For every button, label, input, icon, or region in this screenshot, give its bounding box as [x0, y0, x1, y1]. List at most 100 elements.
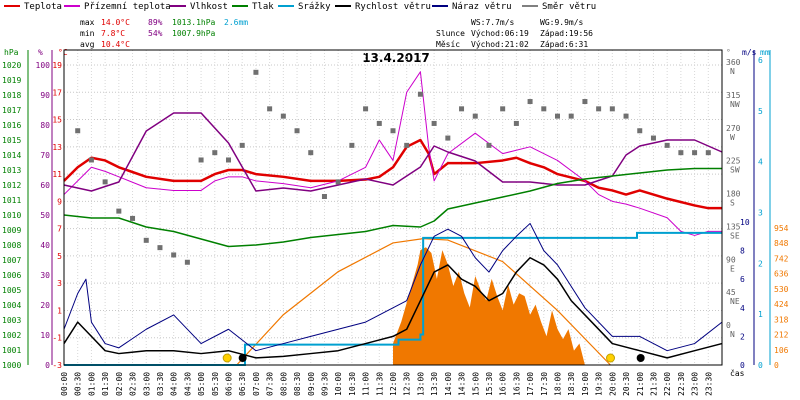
- axis-deg-tick-label: 225: [726, 157, 741, 166]
- axis-ms-tick-label: 8: [740, 247, 745, 256]
- legend-label-prizemni-teplota: Přízemní teplota: [84, 2, 171, 12]
- axis-time-tick-label: 09:00: [307, 372, 316, 396]
- series-smer-vetru-point: [184, 259, 190, 265]
- axis-time-tick-label: 02:30: [129, 372, 138, 396]
- legend-label-rychlost-vetru: Rychlost větru: [355, 2, 431, 12]
- axis-hpa-tick-label: 1010: [2, 211, 21, 220]
- axis-time-tick-label: 15:30: [485, 372, 494, 396]
- series-smer-vetru-point: [239, 142, 245, 148]
- axis-deg-tick-label: 0: [726, 321, 731, 330]
- stats-min-label: min: [80, 29, 95, 38]
- axis-pct-unit: %: [38, 48, 43, 57]
- axis-time-tick-label: 02:00: [115, 372, 124, 396]
- axis-deg-tick-label: 90: [726, 255, 736, 264]
- axis-deg-dir-label: W: [730, 133, 735, 142]
- axis-time-tick-label: 01:30: [101, 372, 110, 396]
- series-smer-vetru-point: [294, 128, 300, 134]
- axis-hpa-tick-label: 1000: [2, 361, 21, 370]
- legend-item-tlak: Tlak: [232, 2, 274, 12]
- axis-time-tick-label: 09:30: [320, 372, 329, 396]
- series-smer-vetru-point: [308, 150, 314, 156]
- axis-deg-dir-label: N: [730, 67, 735, 76]
- axis-hpa-tick-label: 1005: [2, 286, 21, 295]
- axis-celsius-unit: °C: [58, 48, 68, 57]
- axis-hpa-tick-label: 1002: [2, 331, 21, 340]
- series-smer-vetru-point: [390, 128, 396, 134]
- markers-layer: [222, 353, 645, 363]
- series-smer-vetru-point: [349, 142, 355, 148]
- axis-time-tick-label: 11:30: [375, 372, 384, 396]
- axis-mm-tick-label: 3: [758, 209, 763, 218]
- axis-ms-tick-label: 0: [740, 361, 745, 370]
- series-smer-vetru-point: [88, 157, 94, 163]
- series-tlak-line: [63, 167, 722, 248]
- axis-pct-tick-label: 70: [40, 151, 50, 160]
- stats-max-hum: 89%: [148, 18, 163, 27]
- series-smer-vetru-point: [678, 150, 684, 156]
- axis-time-tick-label: 10:00: [334, 372, 343, 396]
- series-smer-vetru-point: [417, 91, 423, 97]
- axis-wm2-tick-label: 954: [774, 224, 789, 233]
- wind-speed-info: WS:7.7m/s: [471, 18, 515, 27]
- plot-frame: [63, 49, 723, 366]
- axis-pct-tick-label: 0: [45, 361, 50, 370]
- series-prizemni-teplota-line: [63, 71, 722, 236]
- axis-hpa-tick-label: 1014: [2, 151, 21, 160]
- axis-pct-tick-label: 90: [40, 91, 50, 100]
- legend-label-tlak: Tlak: [252, 2, 274, 12]
- axis-time-tick-label: 20:00: [608, 372, 617, 396]
- axis-time-tick-label: 18:00: [554, 372, 563, 396]
- axis-celsius-tick-label: 11: [52, 170, 62, 179]
- series-smer-vetru-point: [431, 120, 437, 126]
- series-smer-vetru-point: [705, 150, 711, 156]
- axis-deg-tick-label: 270: [726, 124, 741, 133]
- stats-max-rain: 2.6mm: [224, 18, 248, 27]
- axis-wm2-tick-label: 106: [774, 346, 789, 355]
- axis-wm2-tick-label: 212: [774, 331, 789, 340]
- axis-time-tick-label: 21:30: [649, 372, 658, 396]
- axis-hpa-tick-label: 1004: [2, 301, 21, 310]
- axis-mm-tick-label: 2: [758, 259, 763, 268]
- legend-item-rychlost-vetru: Rychlost větru: [335, 2, 431, 12]
- series-smer-vetru-point: [280, 113, 286, 119]
- axis-hpa-tick-label: 1008: [2, 241, 21, 250]
- series-smer-vetru-point: [253, 69, 259, 75]
- axis-time-tick-label: 22:30: [677, 372, 686, 396]
- axis-mm-tick-label: 1: [758, 310, 763, 319]
- series-smer-vetru-point: [143, 237, 149, 243]
- series-smer-vetru-point: [226, 157, 231, 163]
- axis-pct-tick-label: 40: [40, 241, 50, 250]
- series-rychlost-vetru-line: [63, 257, 723, 359]
- axis-hpa-unit: hPa: [4, 48, 19, 57]
- axis-time-tick-label: 16:00: [499, 372, 508, 396]
- axis-time-tick-label: 14:30: [458, 372, 467, 396]
- sun-label: Slunce: [436, 29, 465, 38]
- axis-celsius-tick-label: 15: [52, 116, 62, 125]
- axis-time-tick-label: 12:30: [403, 372, 412, 396]
- series-smer-vetru-point: [459, 106, 465, 112]
- axis-deg-dir-label: E: [730, 264, 735, 273]
- axis-wm2-tick-label: 318: [774, 315, 789, 324]
- moon-label: Měsíc: [436, 40, 460, 49]
- axis-pct-tick-label: 10: [40, 331, 50, 340]
- axis-time-tick-label: 00:00: [60, 372, 69, 396]
- series-smer-vetru-point: [116, 208, 122, 214]
- axis-celsius-tick-label: 19: [52, 61, 62, 70]
- stats-max-press: 1013.1hPa: [172, 18, 216, 27]
- series-smer-vetru-point: [513, 120, 519, 126]
- axis-mm-unit: mm: [760, 48, 770, 57]
- series-smer-vetru-point: [692, 150, 698, 156]
- legend-item-teplota: Teplota: [4, 2, 62, 12]
- axis-deg-tick-label: 45: [726, 288, 736, 297]
- axis-time-tick-label: 22:00: [663, 372, 672, 396]
- axis-celsius-tick-label: 1: [57, 306, 62, 315]
- sunset-marker: [606, 353, 616, 363]
- series-smer-vetru-point: [650, 135, 656, 141]
- axis-mm-tick-label: 0: [758, 361, 763, 370]
- axis-time-unit: čas: [730, 368, 745, 378]
- axis-mm-tick-label: 4: [758, 158, 763, 167]
- axis-pct-tick-label: 80: [40, 121, 50, 130]
- moon-rise: Východ:21:02: [471, 40, 529, 49]
- axis-pct-tick-label: 20: [40, 301, 50, 310]
- legend-label-vlhkost: Vlhkost: [190, 2, 228, 12]
